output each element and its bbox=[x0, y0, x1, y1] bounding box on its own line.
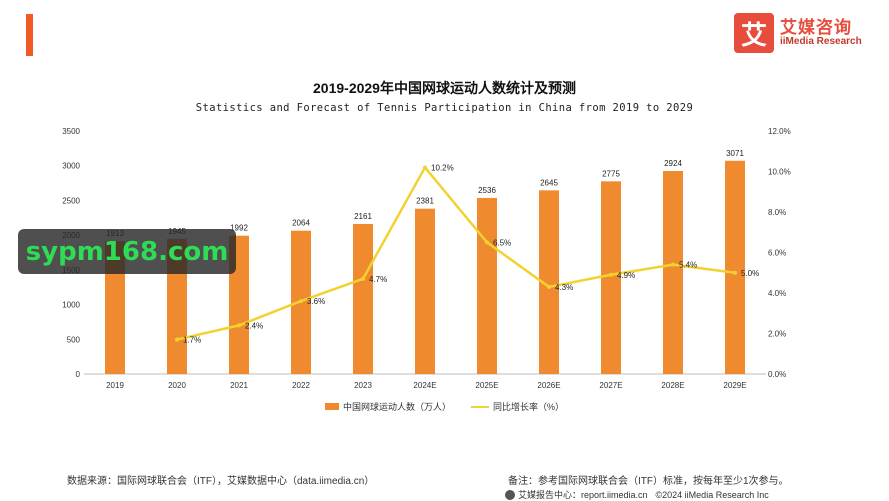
x-tick-label: 2024E bbox=[413, 381, 436, 390]
report-center-icon bbox=[505, 489, 515, 500]
logo-mark-icon: 艾 bbox=[734, 13, 774, 53]
y-right-tick-label: 12.0% bbox=[768, 127, 791, 136]
x-tick-label: 2025E bbox=[475, 381, 498, 390]
growth-rate-label: 5.0% bbox=[741, 269, 759, 278]
bar bbox=[539, 190, 559, 374]
x-tick-label: 2029E bbox=[723, 381, 746, 390]
x-tick-label: 2027E bbox=[599, 381, 622, 390]
x-tick-label: 2023 bbox=[354, 381, 372, 390]
legend-label-line: 同比增长率（%） bbox=[493, 402, 565, 412]
legend-item-bar: 中国网球运动人数（万人） bbox=[324, 400, 451, 413]
legend-label-bar: 中国网球运动人数（万人） bbox=[342, 402, 451, 412]
growth-rate-label: 5.4% bbox=[679, 261, 697, 270]
data-note: 备注：参考国际网球联合会（ITF）标准，按每年至少1次参与。 bbox=[508, 476, 789, 487]
report-site: 艾媒报告中心：report.iimedia.cn bbox=[518, 490, 648, 500]
y-left-tick-label: 3000 bbox=[62, 162, 80, 171]
copyright: ©2024 iiMedia Research Inc bbox=[655, 489, 769, 500]
y-left-tick-label: 500 bbox=[67, 335, 81, 344]
logo-cn-text: 艾媒咨询 bbox=[780, 17, 852, 37]
bar-value-label: 2924 bbox=[664, 159, 682, 168]
legend-swatch-bar bbox=[324, 403, 339, 410]
growth-rate-point bbox=[671, 262, 675, 267]
bar-value-label: 2381 bbox=[416, 197, 434, 206]
growth-rate-label: 10.2% bbox=[431, 163, 454, 172]
growth-rate-point bbox=[237, 323, 241, 328]
y-right-tick-label: 10.0% bbox=[768, 168, 791, 177]
growth-rate-point bbox=[547, 284, 551, 289]
growth-rate-label: 3.6% bbox=[307, 297, 325, 306]
growth-rate-point bbox=[175, 337, 179, 342]
bar-value-label: 2161 bbox=[354, 212, 372, 221]
y-right-tick-label: 4.0% bbox=[768, 289, 786, 298]
bar-value-label: 2775 bbox=[602, 169, 620, 178]
growth-rate-point bbox=[485, 240, 489, 245]
growth-rate-label: 6.5% bbox=[493, 238, 511, 247]
growth-rate-label: 4.9% bbox=[617, 271, 635, 280]
y-right-tick-label: 8.0% bbox=[768, 208, 786, 217]
bar bbox=[415, 208, 435, 374]
growth-rate-label: 4.7% bbox=[369, 275, 387, 284]
y-left-tick-label: 3500 bbox=[62, 127, 80, 136]
bar bbox=[663, 170, 683, 374]
y-right-tick-label: 2.0% bbox=[768, 330, 786, 339]
bar-value-label: 1992 bbox=[230, 224, 248, 233]
y-left-tick-label: 1000 bbox=[62, 301, 80, 310]
bar-value-label: 3071 bbox=[726, 149, 744, 158]
bar-value-label: 2645 bbox=[540, 178, 558, 187]
bar bbox=[725, 160, 745, 374]
header-accent-bar bbox=[26, 14, 33, 56]
growth-rate-label: 2.4% bbox=[245, 321, 263, 330]
y-left-tick-label: 0 bbox=[76, 370, 81, 379]
data-source: 数据来源：国际网球联合会（ITF），艾媒数据中心（data.iimedia.cn… bbox=[67, 476, 375, 487]
growth-rate-point bbox=[299, 299, 303, 304]
x-tick-label: 2028E bbox=[661, 381, 684, 390]
bar bbox=[477, 197, 497, 374]
growth-rate-line bbox=[176, 166, 736, 341]
growth-rate-point bbox=[733, 270, 737, 275]
x-tick-label: 2021 bbox=[230, 381, 248, 390]
legend-item-line: 同比增长率（%） bbox=[471, 400, 564, 413]
bar bbox=[353, 223, 373, 374]
bar bbox=[601, 181, 621, 374]
y-left-tick-label: 2500 bbox=[62, 196, 80, 205]
watermark-banner: sypm168.com bbox=[18, 229, 236, 274]
bottom-bar: 艾媒报告中心：report.iimedia.cn ©2024 iiMedia R… bbox=[505, 488, 777, 501]
y-right-tick-label: 0.0% bbox=[768, 370, 786, 379]
growth-rate-point bbox=[609, 272, 613, 277]
bar-value-label: 2536 bbox=[478, 186, 496, 195]
growth-rate-point bbox=[361, 276, 365, 281]
y-right-tick-label: 6.0% bbox=[768, 249, 786, 258]
iimedia-logo: 艾 艾媒咨询 iiMedia Research bbox=[734, 12, 862, 54]
bar bbox=[105, 241, 125, 374]
growth-rate-label: 4.3% bbox=[555, 283, 573, 292]
chart-subtitle: Statistics and Forecast of Tennis Partic… bbox=[195, 102, 694, 114]
x-tick-label: 2019 bbox=[106, 381, 124, 390]
logo-en-text: iiMedia Research bbox=[780, 35, 862, 47]
x-tick-label: 2026E bbox=[537, 381, 560, 390]
x-tick-label: 2020 bbox=[168, 381, 186, 390]
bar-value-label: 2064 bbox=[292, 219, 310, 228]
legend-swatch-line bbox=[471, 405, 489, 408]
chart-title: 2019-2029年中国网球运动人数统计及预测 bbox=[313, 80, 576, 96]
growth-rate-label: 1.7% bbox=[183, 336, 201, 345]
x-tick-label: 2022 bbox=[292, 381, 310, 390]
chart-legend: 中国网球运动人数（万人） 同比增长率（%） bbox=[0, 400, 889, 413]
growth-rate-point bbox=[423, 165, 427, 170]
